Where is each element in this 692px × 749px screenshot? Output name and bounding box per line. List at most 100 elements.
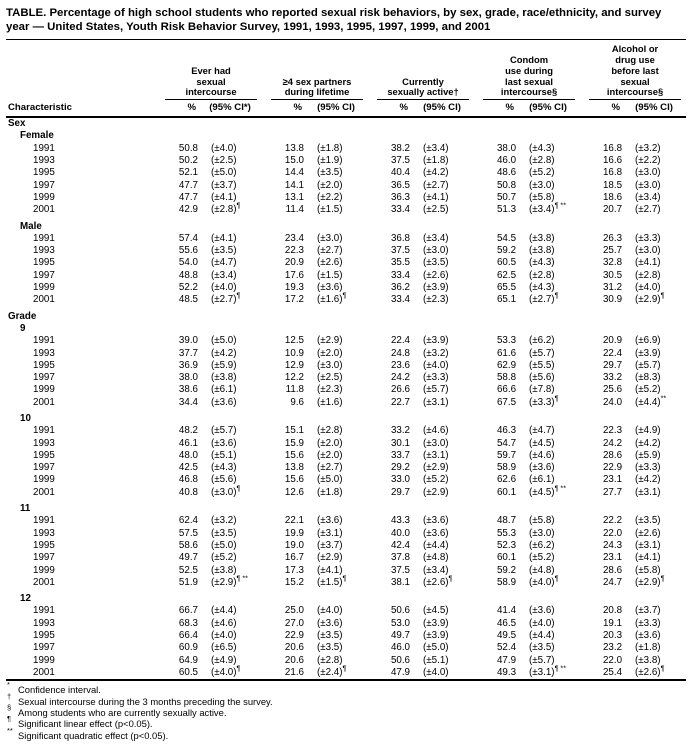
- ci-value: (±3.3): [635, 462, 661, 474]
- ci-cell: (±2.7): [304, 245, 368, 257]
- percent-cell: 59.7: [496, 449, 517, 461]
- percent-cell: 50.7: [496, 191, 517, 203]
- ci-value: (±3.5): [211, 527, 237, 539]
- ci-value: (±4.0): [529, 576, 555, 588]
- percent-cell: 55.3: [496, 527, 517, 539]
- ci-value: (±2.7): [423, 179, 449, 191]
- percent-cell: 58.9: [496, 462, 517, 474]
- risk-behavior-table: Ever had sexual intercourse ≥4 sex partn…: [6, 43, 687, 682]
- ci-cell: (±3.5): [304, 642, 368, 654]
- ci-cell: (±3.6): [516, 462, 580, 474]
- significance-marker: ¶: [342, 573, 347, 583]
- ci-value: (±3.9): [635, 347, 661, 359]
- ci-cell: (±3.5): [622, 515, 686, 527]
- ci-cell: (±5.0): [304, 474, 368, 486]
- ci-value: (±1.5): [317, 576, 343, 588]
- ci-value: (±3.6): [317, 617, 343, 629]
- ci-value: (±1.5): [317, 269, 343, 281]
- percent-cell: 19.3: [284, 282, 304, 294]
- ci-value: (±3.1): [317, 527, 343, 539]
- section-label: Sex: [8, 118, 26, 130]
- ci-value: (±5.1): [211, 449, 237, 461]
- characteristic-header: Characteristic: [6, 100, 156, 119]
- percent-cell: 53.0: [390, 617, 411, 629]
- ci-value: (±4.5): [529, 437, 555, 449]
- percent-cell: 22.4: [602, 347, 623, 359]
- percent-cell: 12.6: [284, 486, 304, 498]
- percent-cell: 33.0: [390, 474, 411, 486]
- percent-cell: 50.6: [390, 605, 411, 617]
- ci-value: (±4.2): [211, 347, 237, 359]
- ci-value: (±4.0): [211, 282, 237, 294]
- year-cell: 1995: [33, 539, 55, 551]
- ci-value: (±5.0): [211, 539, 237, 551]
- ci-value: (±5.2): [635, 384, 661, 396]
- ci-cell: (±2.9)¶: [622, 574, 686, 589]
- ci-value: (±2.6): [423, 269, 449, 281]
- percent-cell: 15.6: [284, 449, 304, 461]
- ci-cell: (±5.2): [410, 474, 474, 486]
- percent-cell: 62.6: [496, 474, 517, 486]
- percent-cell: 46.5: [496, 617, 517, 629]
- ci-cell: (±4.1): [198, 192, 262, 204]
- ci-cell: (±3.0): [622, 180, 686, 192]
- ci-cell: (±4.9): [622, 425, 686, 437]
- sub-header-row: Characteristic % (95% CI*) % (95% CI) % …: [6, 100, 687, 119]
- ci-value: (±2.9): [635, 576, 661, 588]
- data-row: 2001 40.8 (±3.0)¶ 12.6 (±1.8) 29.7 (±2.9) 60.1(…: [6, 484, 686, 499]
- percent-cell: 58.6: [178, 539, 198, 551]
- data-row: 1995 48.0 (±5.1) 15.6 (±2.0) 33.7 (±3.1) 59.7 (±…: [6, 450, 686, 462]
- data-row: 1999 52.2 (±4.0) 19.3 (±3.6) 36.2 (±3.9) 65.5 (±…: [6, 282, 686, 294]
- ci-cell: (±4.1): [622, 552, 686, 564]
- year-cell: 1997: [33, 372, 55, 384]
- ci-value: (±6.9): [635, 335, 661, 347]
- ci-cell: (±1.8): [622, 642, 686, 654]
- ci-value: (±5.0): [211, 167, 237, 179]
- significance-marker: ¶: [448, 573, 453, 583]
- ci-cell: (±3.2): [622, 143, 686, 155]
- ci-value: (±2.9): [317, 552, 343, 564]
- ci-cell: (±4.0)¶: [516, 574, 580, 589]
- ci-value: (±2.6): [317, 257, 343, 269]
- data-row: 1995 36.9 (±5.9) 12.9 (±3.0) 23.6 (±4.0) 62.9 (±…: [6, 360, 686, 372]
- ci-cell: (±4.0): [198, 282, 262, 294]
- ci-cell: (±6.1): [516, 474, 580, 486]
- ci-cell: (±3.6): [304, 515, 368, 527]
- ci-value: (±4.3): [529, 142, 555, 154]
- percent-cell: 62.4: [178, 515, 198, 527]
- ci-value: (±3.5): [317, 167, 343, 179]
- footnote: ¶ Significant linear effect (p<0.05).: [7, 714, 153, 730]
- ci-value: (±2.7): [317, 245, 343, 257]
- ci-cell: (±3.8): [622, 655, 686, 667]
- ci-value: (±1.6): [317, 294, 343, 306]
- ci-value: (±2.8): [635, 269, 661, 281]
- ci-value: (±3.1): [529, 666, 555, 678]
- ci-value: (±5.8): [529, 191, 555, 203]
- data-row: 1997 38.0 (±3.8) 12.2 (±2.5) 24.2 (±3.3) 58.8 (±…: [6, 372, 686, 384]
- ci-header: (95% CI): [516, 100, 581, 119]
- ci-value: (±3.0): [423, 245, 449, 257]
- percent-cell: 20.6: [284, 654, 304, 666]
- ci-value: (±3.5): [211, 245, 237, 257]
- ci-cell: (±2.3): [410, 294, 474, 306]
- ci-cell: (±3.1): [622, 540, 686, 552]
- ci-value: (±4.1): [211, 191, 237, 203]
- percent-cell: 25.6: [602, 384, 623, 396]
- ci-cell: (±2.7): [622, 204, 686, 216]
- ci-cell: (±2.6): [304, 257, 368, 269]
- ci-value: (±3.0): [529, 527, 555, 539]
- ci-cell: (±5.2): [198, 552, 262, 564]
- ci-cell: (±2.9)¶: [622, 291, 686, 306]
- ci-value: (±3.6): [529, 605, 555, 617]
- significance-marker: ¶: [342, 663, 347, 673]
- percent-cell: 13.1: [284, 191, 304, 203]
- ci-header: (95% CI): [304, 100, 369, 119]
- percent-cell: 54.5: [496, 232, 517, 244]
- percent-cell: 24.0: [602, 396, 623, 408]
- percent-cell: 22.7: [390, 396, 411, 408]
- ci-value: (±2.7): [635, 204, 661, 216]
- percent-cell: 66.6: [496, 384, 517, 396]
- percent-cell: 25.4: [602, 666, 623, 678]
- significance-marker: ¶: [660, 291, 665, 301]
- ci-cell: (±3.0): [410, 438, 474, 450]
